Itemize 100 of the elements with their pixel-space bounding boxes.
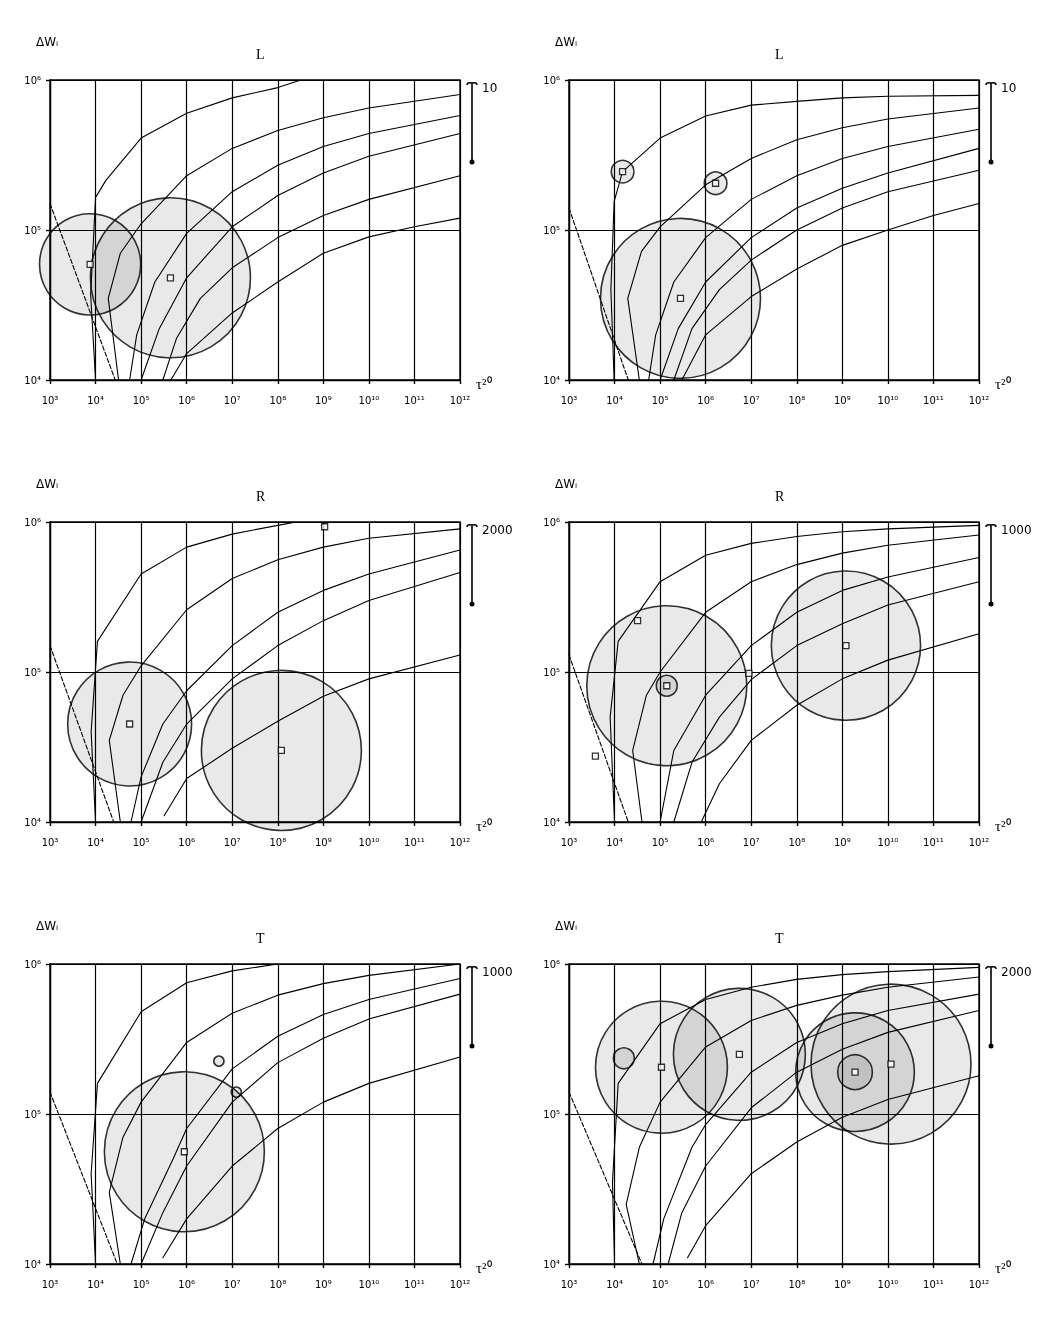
- x-tick-label: 10¹²: [968, 836, 990, 848]
- x-tick-label: 10⁹: [833, 836, 851, 848]
- x-axis-title: τ²⁰: [995, 1260, 1011, 1276]
- x-tick-label: 10⁴: [87, 1278, 104, 1290]
- x-tick-label: 10⁸: [788, 394, 806, 406]
- x-axis-title: τ²⁰: [476, 818, 492, 834]
- x-tick-label: 10³: [41, 394, 59, 406]
- x-tick-label: 10⁵: [132, 1278, 150, 1290]
- x-tick-label: 10⁸: [269, 394, 287, 406]
- text: 2000: [482, 523, 513, 537]
- text: 1000: [482, 965, 513, 979]
- x-tick-label: 10⁵: [651, 836, 669, 848]
- y-tick-label: 10⁶: [543, 958, 560, 970]
- chart-title: R: [256, 488, 266, 504]
- x-tick-label: 10¹¹: [404, 1278, 425, 1290]
- x-tick-label: 10⁸: [788, 1278, 806, 1290]
- x-axis-title: τ²⁰: [995, 376, 1011, 392]
- y-tick-label: 10⁴: [24, 816, 41, 828]
- x-tick-label: 10⁴: [606, 394, 623, 406]
- chart-title: L: [256, 46, 265, 62]
- x-tick-label: 10⁶: [178, 1278, 196, 1290]
- x-tick-label: 10⁵: [651, 1278, 669, 1290]
- y-tick-label: 10⁶: [543, 516, 560, 528]
- x-tick-label: 10⁷: [742, 1278, 760, 1290]
- x-tick-label: 10⁹: [833, 394, 851, 406]
- x-tick-label: 10³: [560, 1278, 578, 1290]
- x-tick-label: 10⁴: [606, 1278, 623, 1290]
- text: 1000: [1001, 523, 1032, 537]
- text: 10: [482, 81, 498, 95]
- chart-title: T: [775, 930, 784, 946]
- x-tick-label: 10⁸: [788, 836, 806, 848]
- x-tick-label: 10⁶: [697, 836, 715, 848]
- y-tick-label: 10⁵: [543, 1108, 560, 1120]
- y-axis-title: ΔWᵢ: [36, 477, 59, 491]
- chart-title: R: [775, 488, 785, 504]
- y-tick-label: 10⁵: [24, 666, 41, 678]
- x-tick-label: 10⁶: [697, 1278, 715, 1290]
- x-tick-label: 10³: [560, 394, 578, 406]
- x-tick-label: 10⁷: [223, 836, 241, 848]
- y-tick-label: 10⁵: [543, 666, 560, 678]
- chart-title: T: [256, 930, 265, 946]
- x-tick-label: 10¹²: [449, 1278, 471, 1290]
- y-axis-title: ΔWᵢ: [555, 919, 578, 933]
- y-axis-title: ΔWᵢ: [555, 477, 578, 491]
- x-tick-label: 10¹¹: [404, 836, 425, 848]
- x-tick-label: 10¹⁰: [358, 836, 380, 848]
- x-tick-label: 10⁴: [87, 836, 104, 848]
- x-axis-title: τ²⁰: [995, 818, 1011, 834]
- x-tick-label: 10⁷: [742, 394, 760, 406]
- y-tick-label: 10⁵: [543, 224, 560, 236]
- y-tick-label: 10⁶: [24, 74, 41, 86]
- y-tick-label: 10⁴: [24, 374, 41, 386]
- text: 2000: [1001, 965, 1032, 979]
- x-tick-label: 10¹²: [968, 1278, 990, 1290]
- x-tick-label: 10¹¹: [923, 394, 944, 406]
- x-tick-label: 10¹⁰: [877, 394, 899, 406]
- x-tick-label: 10⁹: [314, 394, 332, 406]
- x-tick-label: 10⁸: [269, 1278, 287, 1290]
- x-tick-label: 10⁶: [697, 394, 715, 406]
- x-tick-label: 10⁹: [314, 1278, 332, 1290]
- x-tick-label: 10¹¹: [923, 836, 944, 848]
- x-tick-label: 10⁷: [223, 394, 241, 406]
- x-tick-label: 10⁸: [269, 836, 287, 848]
- x-tick-label: 10⁷: [223, 1278, 241, 1290]
- x-tick-label: 10¹²: [449, 394, 471, 406]
- x-tick-label: 10⁹: [833, 1278, 851, 1290]
- y-axis-title: ΔWᵢ: [555, 35, 578, 49]
- x-tick-label: 10¹⁰: [358, 1278, 380, 1290]
- y-tick-label: 10⁴: [543, 816, 560, 828]
- x-tick-label: 10⁵: [132, 394, 150, 406]
- y-tick-label: 10⁶: [24, 958, 41, 970]
- x-tick-label: 10¹¹: [923, 1278, 944, 1290]
- x-tick-label: 10⁴: [87, 394, 104, 406]
- x-tick-label: 10¹¹: [404, 394, 425, 406]
- x-tick-label: 10¹⁰: [358, 394, 380, 406]
- x-tick-label: 10⁶: [178, 394, 196, 406]
- x-tick-label: 10⁴: [606, 836, 623, 848]
- x-tick-label: 10¹²: [968, 394, 990, 406]
- x-tick-label: 10³: [41, 1278, 59, 1290]
- x-tick-label: 10⁹: [314, 836, 332, 848]
- x-tick-label: 10¹²: [449, 836, 471, 848]
- y-tick-label: 10⁴: [24, 1258, 41, 1270]
- x-tick-label: 10³: [560, 836, 578, 848]
- y-tick-label: 10⁶: [543, 74, 560, 86]
- x-tick-label: 10¹⁰: [877, 1278, 899, 1290]
- x-tick-label: 10¹⁰: [877, 836, 899, 848]
- x-axis-title: τ²⁰: [476, 376, 492, 392]
- y-tick-label: 10⁴: [543, 1258, 560, 1270]
- x-tick-label: 10³: [41, 836, 59, 848]
- text: 10: [1001, 81, 1017, 95]
- x-tick-label: 10⁶: [178, 836, 196, 848]
- x-tick-label: 10⁵: [651, 394, 669, 406]
- y-tick-label: 10⁵: [24, 1108, 41, 1120]
- x-tick-label: 10⁷: [742, 836, 760, 848]
- x-axis-title: τ²⁰: [476, 1260, 492, 1276]
- x-tick-label: 10⁵: [132, 836, 150, 848]
- y-axis-title: ΔWᵢ: [36, 919, 59, 933]
- y-tick-label: 10⁵: [24, 224, 41, 236]
- chart-title: L: [775, 46, 784, 62]
- y-axis-title: ΔWᵢ: [36, 35, 59, 49]
